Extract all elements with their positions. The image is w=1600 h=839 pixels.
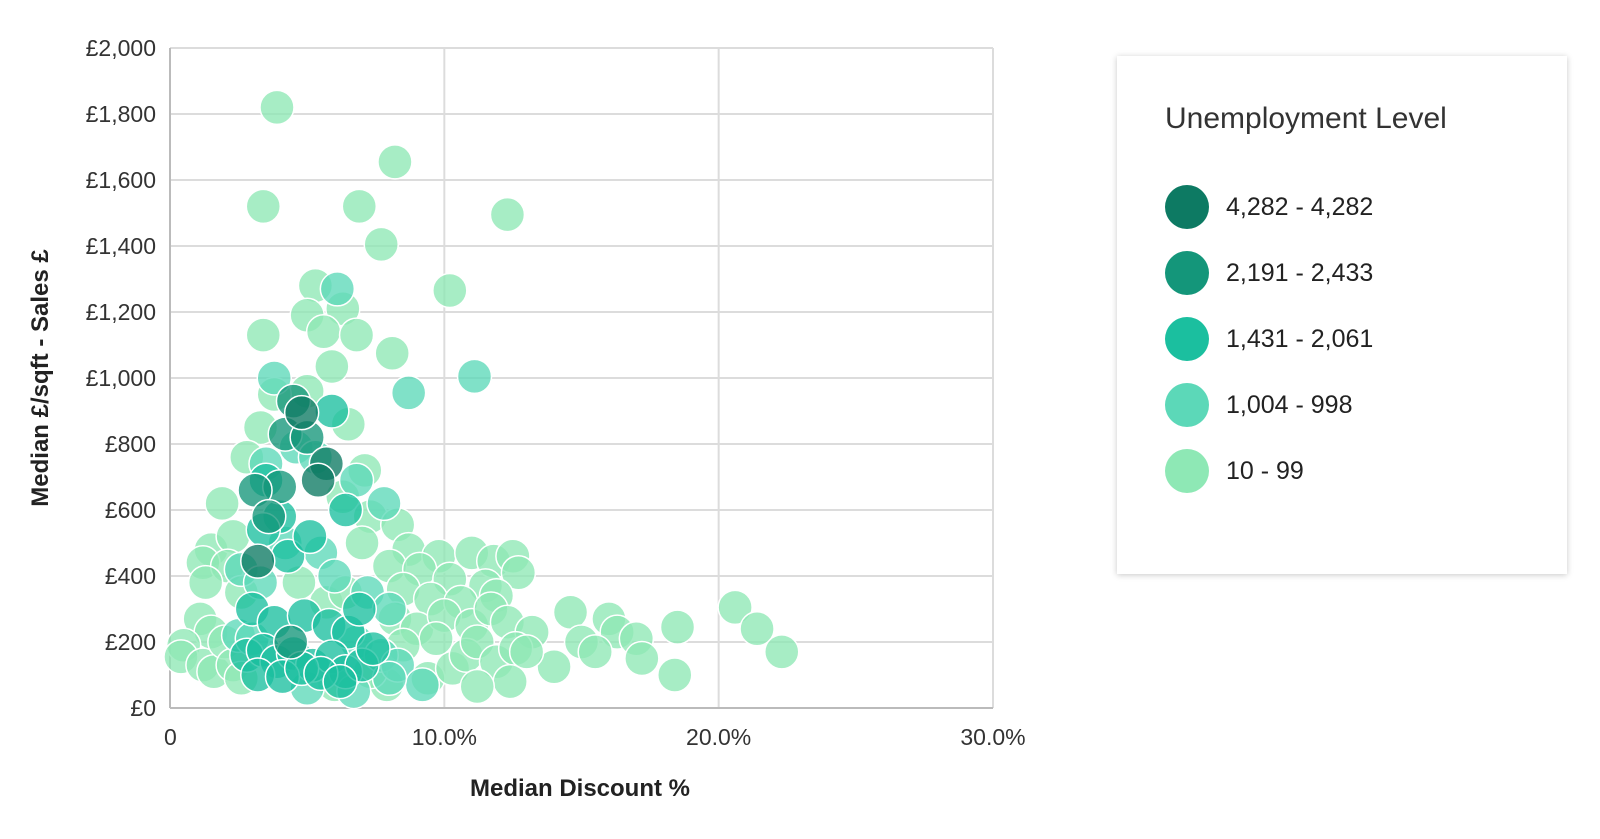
- data-point[interactable]: [456, 358, 493, 395]
- data-point[interactable]: [500, 554, 537, 591]
- legend-item[interactable]: 4,282 - 4,282: [1165, 174, 1567, 240]
- data-point[interactable]: [240, 543, 276, 579]
- data-point[interactable]: [300, 462, 336, 499]
- legend-swatch-icon: [1165, 251, 1209, 295]
- data-point[interactable]: [187, 564, 224, 601]
- data-point[interactable]: [390, 375, 427, 411]
- y-tick-labels: £0 £200 £400 £600 £800 £1,000 £1,200 £1,400 £1,6…: [86, 35, 156, 721]
- data-point[interactable]: [256, 360, 292, 396]
- legend-label: 1,004 - 998: [1226, 390, 1353, 419]
- data-point[interactable]: [283, 394, 320, 431]
- y-axis-title: Median £/sqft - Sales £: [27, 249, 54, 507]
- data-point[interactable]: [245, 317, 282, 353]
- data-point[interactable]: [404, 667, 441, 703]
- legend-item[interactable]: 2,191 - 2,433: [1165, 240, 1567, 306]
- data-point[interactable]: [659, 609, 696, 645]
- data-point[interactable]: [327, 492, 364, 528]
- data-point[interactable]: [489, 196, 526, 233]
- data-point[interactable]: [251, 498, 287, 535]
- data-point[interactable]: [245, 188, 282, 225]
- y-tick-label: £1,200: [86, 299, 156, 325]
- data-point[interactable]: [764, 634, 800, 670]
- scatter-chart: £0 £200 £400 £600 £800 £1,000 £1,200 £1,400 £1,6…: [27, 35, 1026, 802]
- data-point[interactable]: [577, 634, 613, 670]
- data-point[interactable]: [338, 317, 375, 353]
- data-point[interactable]: [739, 611, 775, 647]
- data-point[interactable]: [508, 634, 545, 670]
- data-point[interactable]: [292, 518, 328, 555]
- y-tick-label: £800: [105, 431, 156, 457]
- legend-swatch-icon: [1165, 449, 1209, 493]
- data-point[interactable]: [341, 591, 378, 627]
- data-point[interactable]: [338, 462, 375, 499]
- legend-item[interactable]: 10 - 99: [1165, 438, 1567, 504]
- data-point[interactable]: [314, 393, 350, 429]
- data-point[interactable]: [314, 348, 350, 385]
- data-point[interactable]: [371, 591, 408, 627]
- data-point[interactable]: [272, 624, 309, 660]
- y-tick-label: £1,600: [86, 167, 156, 193]
- data-point[interactable]: [459, 668, 496, 705]
- data-point[interactable]: [305, 314, 342, 350]
- data-point[interactable]: [204, 485, 240, 522]
- data-point[interactable]: [492, 663, 528, 700]
- x-tick-label: 0: [164, 724, 177, 750]
- data-point[interactable]: [366, 485, 402, 522]
- y-tick-label: £0: [130, 695, 156, 721]
- data-point[interactable]: [319, 271, 356, 307]
- chart-canvas: £0 £200 £400 £600 £800 £1,000 £1,200 £1,400 £1,6…: [27, 35, 1026, 802]
- y-tick-label: £1,800: [86, 101, 156, 127]
- y-tick-label: £200: [105, 629, 156, 655]
- legend-label: 10 - 99: [1226, 456, 1304, 485]
- x-axis-title: Median Discount %: [470, 775, 690, 802]
- data-point[interactable]: [341, 188, 378, 225]
- data-points: [163, 89, 800, 710]
- data-point[interactable]: [344, 525, 380, 561]
- legend-label: 1,431 - 2,061: [1226, 324, 1374, 353]
- axes: [169, 48, 993, 709]
- x-tick-label: 10.0%: [412, 724, 477, 750]
- data-point[interactable]: [316, 558, 353, 594]
- data-point[interactable]: [215, 518, 251, 555]
- data-point[interactable]: [363, 226, 399, 263]
- data-point[interactable]: [432, 272, 468, 309]
- data-point[interactable]: [552, 594, 589, 631]
- data-point[interactable]: [259, 89, 295, 126]
- x-tick-label: 30.0%: [960, 724, 1025, 750]
- legend-swatch-icon: [1165, 383, 1209, 427]
- y-tick-label: £1,000: [86, 365, 156, 391]
- y-tick-label: £2,000: [86, 35, 156, 61]
- legend-label: 4,282 - 4,282: [1226, 192, 1374, 221]
- legend-item[interactable]: 1,004 - 998: [1165, 372, 1567, 438]
- y-tick-label: £1,400: [86, 233, 156, 259]
- data-point[interactable]: [418, 620, 454, 657]
- data-point[interactable]: [355, 630, 391, 667]
- x-tick-label: 20.0%: [686, 724, 751, 750]
- data-point[interactable]: [536, 649, 572, 685]
- legend-label: 2,191 - 2,433: [1226, 258, 1374, 287]
- legend-swatch-icon: [1165, 185, 1209, 229]
- legend-panel: Unemployment Level 4,282 - 4,282 2,191 -…: [1117, 56, 1567, 574]
- x-tick-labels: 0 10.0% 20.0% 30.0%: [164, 724, 1026, 750]
- data-point[interactable]: [374, 335, 410, 371]
- legend-item[interactable]: 1,431 - 2,061: [1165, 306, 1567, 372]
- y-tick-label: £400: [105, 563, 156, 589]
- data-point[interactable]: [624, 640, 660, 677]
- legend-title: Unemployment Level: [1165, 102, 1447, 135]
- data-point[interactable]: [717, 589, 753, 626]
- legend-swatch-icon: [1165, 317, 1209, 361]
- y-tick-label: £600: [105, 497, 156, 523]
- data-point[interactable]: [657, 657, 693, 693]
- data-point[interactable]: [322, 663, 358, 700]
- data-point[interactable]: [377, 144, 413, 180]
